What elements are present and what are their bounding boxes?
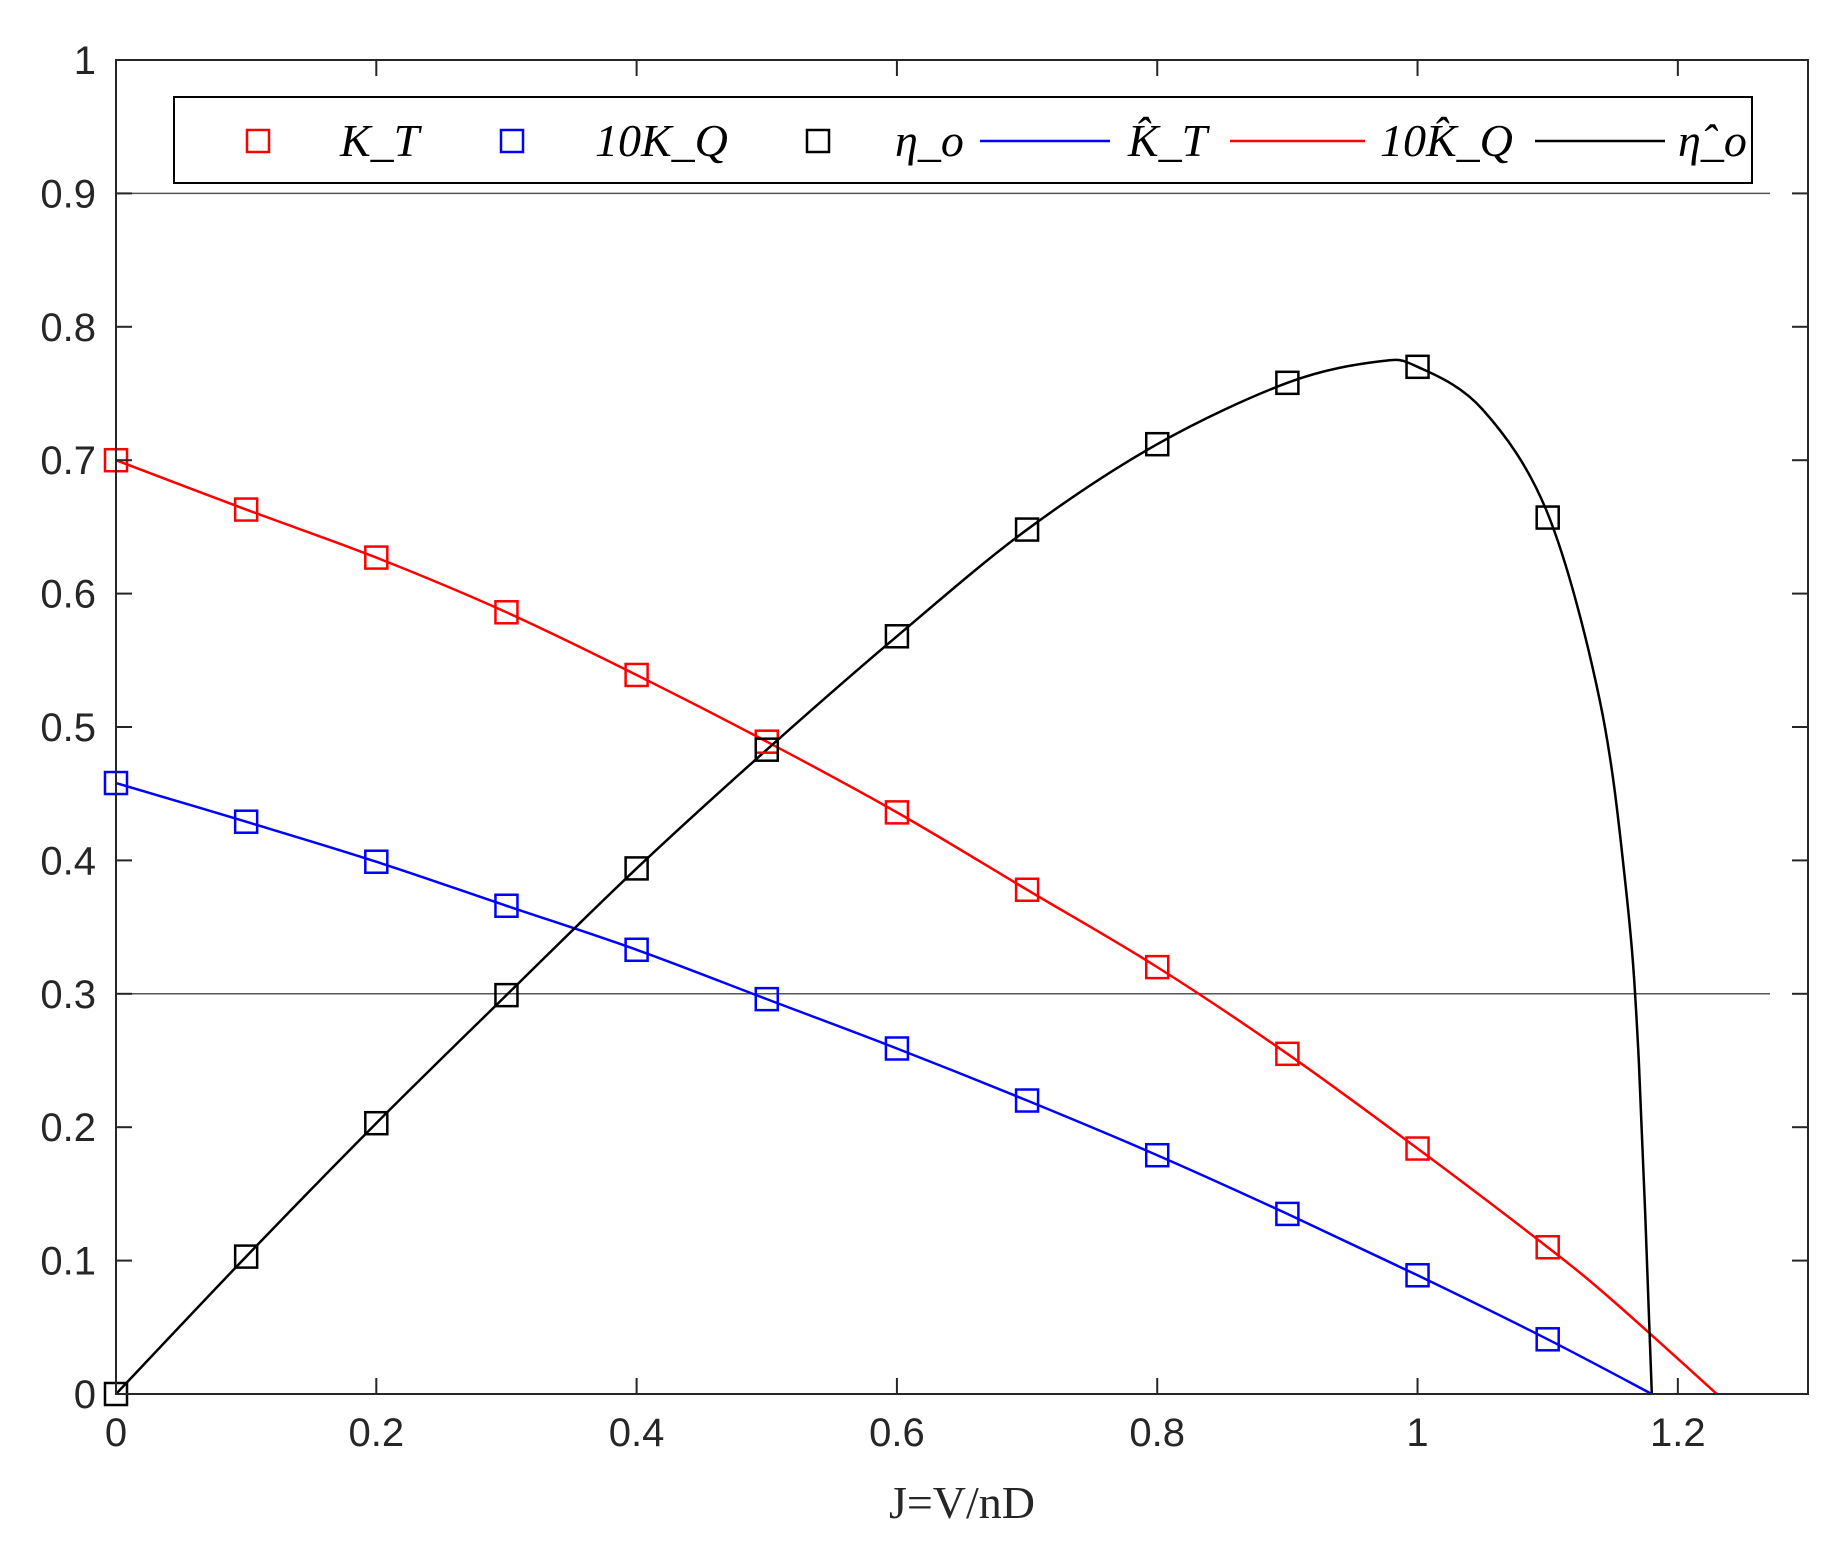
y-tick-label: 0.9 [40,172,96,216]
axes [115,59,1809,1395]
legend: K_T 10K_Q η_o K̂_T 10K̂_Q η̂_o [173,96,1753,184]
marker-1-5 [754,986,780,1012]
marker-1-11 [1535,1327,1560,1352]
marker-0-11 [1535,1235,1560,1260]
legend-label-3: K̂_T [1127,115,1211,166]
marker-1-4 [624,937,649,963]
x-tick-label: 0.6 [869,1411,925,1455]
marker-1-7 [1014,1088,1040,1113]
marker-1-2 [364,849,389,874]
marker-0-8 [1144,954,1170,980]
y-tick-label: 1 [74,39,96,83]
y-tick-label: 0 [74,1373,96,1417]
marker-0-3 [494,600,519,625]
legend-marker-0 [245,128,271,154]
x-tick-label: 0.4 [609,1411,665,1455]
legend-label-5: η̂_o [1678,115,1747,166]
marker-0-2 [364,545,389,570]
legend-label-4: 10K̂_Q [1380,115,1513,166]
x-tick-label: 0 [105,1411,127,1455]
marker-2-6 [884,624,910,649]
marker-2-2 [364,1110,389,1136]
y-tick-label: 0.6 [40,573,96,617]
x-tick-label: 0.8 [1129,1411,1185,1455]
marker-1-1 [233,809,259,834]
legend-box [173,96,1753,184]
y-tick-labels: 0 0.1 0.2 0.3 0.4 0.5 0.6 0.7 0.8 0.9 1 [40,39,96,1417]
x-tick-label: 0.2 [349,1411,405,1455]
x-tick-label: 1.2 [1650,1411,1706,1455]
marker-2-10 [1405,354,1430,380]
marker-0-1 [233,497,259,522]
y-tick-label: 0.2 [40,1106,96,1150]
y-tick-label: 0.8 [40,306,96,350]
y-tick-label: 0.4 [40,839,96,883]
series-line-4 [115,459,1718,1395]
marker-0-4 [624,662,649,688]
x-tick-label: 1 [1406,1411,1428,1455]
legend-items: K_T 10K_Q η_o K̂_T 10K̂_Q η̂_o [245,115,1747,166]
y-tick-label: 0.1 [40,1240,96,1284]
marker-2-1 [233,1244,259,1269]
marker-0-6 [884,800,910,825]
marker-2-11 [1535,505,1560,530]
marker-0-7 [1014,877,1040,902]
marker-0-9 [1275,1041,1300,1067]
marker-2-7 [1014,517,1040,542]
x-axis-title: J=V/nD [889,1477,1035,1528]
legend-marker-2 [805,128,831,154]
series-line-5 [115,358,1654,1395]
marker-2-8 [1144,431,1170,457]
marker-2-4 [624,856,649,881]
series-line-3 [115,781,1653,1396]
reference-lines [116,192,1770,995]
marker-0-10 [1405,1136,1430,1161]
y-tick-label: 0.3 [40,973,96,1017]
y-tick-label: 0.5 [40,706,96,750]
legend-marker-1 [499,128,525,154]
marker-1-9 [1275,1201,1300,1227]
legend-label-1: 10K_Q [595,115,728,166]
legend-label-2: η_o [895,115,964,166]
marker-2-9 [1275,370,1300,396]
legend-label-0: K_T [339,115,423,166]
marker-1-10 [1405,1263,1430,1288]
x-tick-labels: 0 0.2 0.4 0.6 0.8 1 1.2 [105,1411,1706,1455]
marker-1-6 [884,1036,910,1061]
marker-2-3 [494,982,519,1008]
marker-1-8 [1144,1142,1170,1168]
marker-2-5 [754,737,780,762]
marker-1-3 [494,893,519,919]
series-lines [115,358,1718,1396]
y-tick-label: 0.7 [40,439,96,483]
